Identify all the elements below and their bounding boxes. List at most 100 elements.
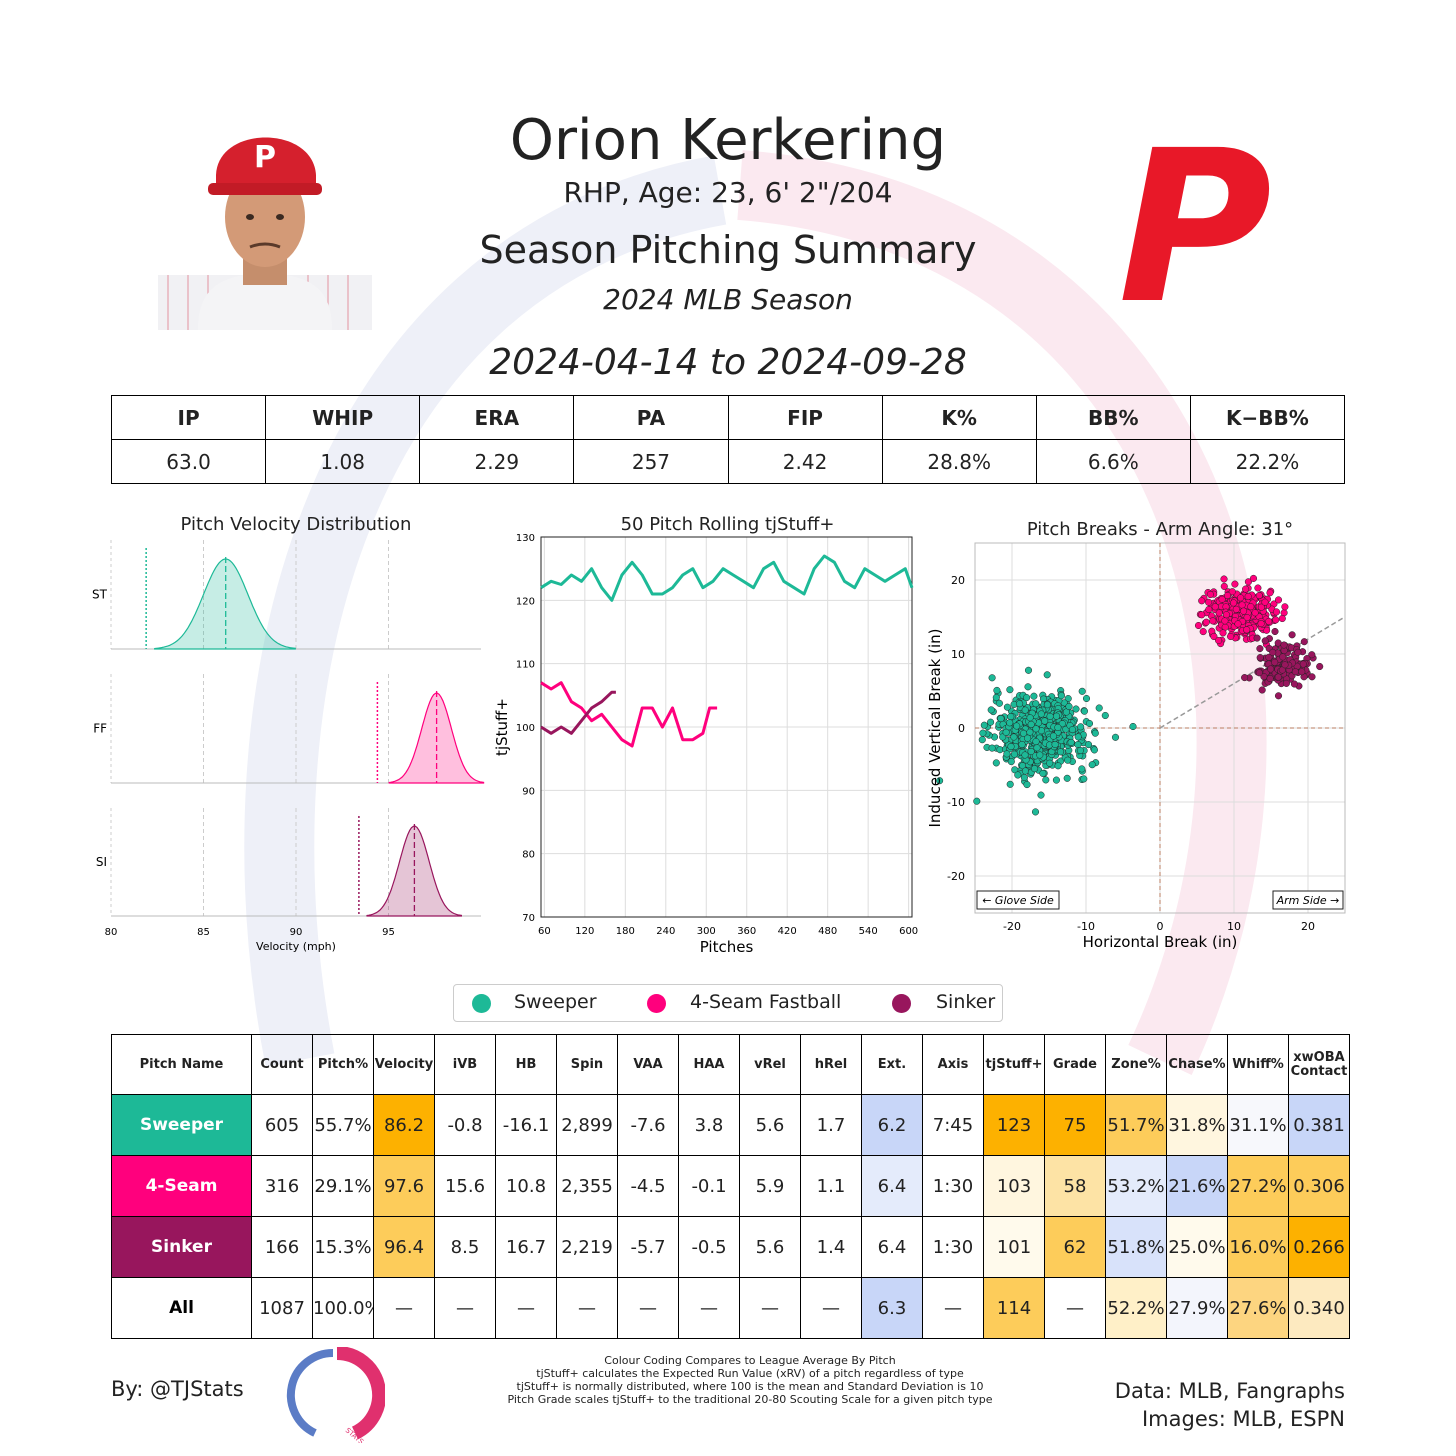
break-point-sinker <box>1269 648 1277 656</box>
break-point-4-seam-fastball <box>1221 617 1229 625</box>
stat-value: 63.0 <box>110 439 267 484</box>
break-point-sweeper <box>1018 740 1026 749</box>
break-point-4-seam-fastball <box>1198 597 1206 605</box>
break-point-sweeper <box>1007 743 1015 751</box>
table-cell: 123 <box>983 1094 1045 1156</box>
break-point-sweeper <box>1020 773 1028 782</box>
break-point-sweeper <box>1010 733 1018 741</box>
table-cell: — <box>800 1277 862 1339</box>
table-cell: 58 <box>1044 1155 1106 1217</box>
break-point-sweeper <box>1010 750 1018 758</box>
break-point-sweeper <box>995 699 1003 707</box>
table-cell: 25.0% <box>1166 1216 1228 1278</box>
date-range: 2024-04-14 to 2024-09-28 <box>489 342 967 383</box>
break-point-sweeper <box>1052 776 1060 784</box>
table-cell: 1:30 <box>922 1155 984 1217</box>
break-point-sweeper <box>1003 750 1011 758</box>
break-point-sweeper <box>1031 808 1040 816</box>
break-point-sinker <box>1265 653 1273 661</box>
column-header: Spin <box>556 1034 618 1095</box>
stat-header: FIP <box>727 395 883 440</box>
column-header: vRel <box>739 1034 801 1095</box>
season-label: 2024 MLB Season <box>603 283 853 316</box>
break-point-sweeper <box>1007 713 1015 721</box>
table-cell: 2,219 <box>556 1216 618 1278</box>
break-point-sweeper <box>1013 722 1021 730</box>
break-point-sweeper <box>1068 726 1077 734</box>
table-cell: 16.0% <box>1227 1216 1289 1278</box>
break-point-sinker <box>1256 654 1264 662</box>
break-point-sweeper <box>1003 703 1011 711</box>
table-cell: 2,899 <box>556 1094 618 1156</box>
rolling-tjstuff-chart: 60 120 180 240 300 360 420 480 540 600 70 80 90 100 11… <box>493 533 918 956</box>
x-tick-label: 600 <box>899 926 918 937</box>
break-point-sweeper <box>1064 756 1072 764</box>
break-point-4-seam-fastball <box>1231 580 1239 588</box>
break-point-sweeper <box>993 686 1001 694</box>
stat-header: K−BB% <box>1189 395 1346 440</box>
break-point-sweeper <box>1042 776 1050 784</box>
table-cell: 97.6 <box>373 1155 435 1217</box>
stat-value: 1.08 <box>265 439 421 484</box>
table-cell: 5.6 <box>739 1216 801 1278</box>
break-point-sweeper <box>988 744 996 752</box>
table-cell: 52.2% <box>1105 1277 1167 1339</box>
pitch-row: Sweeper 605 55.7% 86.2 -0.8 -16.1 2,899 -7.6 3.8… <box>111 1094 1350 1156</box>
stat-value: 257 <box>573 439 729 484</box>
break-point-4-seam-fastball <box>1206 590 1214 599</box>
author-credit: By: @TJStats <box>111 1377 244 1401</box>
arm-angle-line <box>1159 616 1346 729</box>
table-cell: 27.6% <box>1227 1277 1289 1339</box>
break-point-sweeper <box>1023 694 1031 702</box>
break-point-sweeper <box>1014 771 1022 779</box>
x-tick-label: 95 <box>382 927 395 938</box>
table-cell: -5.7 <box>617 1216 679 1278</box>
break-point-sinker <box>1294 648 1302 656</box>
column-header: Grade <box>1044 1034 1106 1095</box>
x-tick-label: 360 <box>737 926 756 937</box>
arm-side-box <box>1272 890 1344 910</box>
table-cell: 166 <box>251 1216 313 1278</box>
break-point-sweeper <box>1082 694 1091 703</box>
x-tick-label: 20 <box>1301 920 1315 933</box>
break-point-sweeper <box>1074 741 1082 749</box>
break-point-sweeper <box>1032 725 1040 733</box>
break-point-sweeper <box>1090 746 1098 754</box>
x-axis-label: Velocity (mph) <box>256 940 336 953</box>
break-point-sweeper <box>1023 781 1031 789</box>
summary-stats-table: IP WHIP ERA PA FIP K% BB% K−BB% 63.0 1.0… <box>110 395 1346 484</box>
column-header: Count <box>251 1034 313 1095</box>
break-point-sinker <box>1258 686 1266 694</box>
table-cell: -0.1 <box>678 1155 740 1217</box>
y-tick-label: -20 <box>947 870 965 883</box>
break-point-sweeper <box>1049 732 1058 740</box>
table-cell: 103 <box>983 1155 1045 1217</box>
break-point-sinker <box>1255 669 1263 677</box>
y-tick-label: 110 <box>516 660 535 671</box>
table-cell: 21.6% <box>1166 1155 1228 1217</box>
table-cell: 53.2% <box>1105 1155 1167 1217</box>
stat-header: WHIP <box>265 395 421 440</box>
break-point-sweeper <box>1024 666 1033 674</box>
break-point-sweeper <box>987 706 995 714</box>
break-point-sweeper <box>988 674 996 682</box>
break-point-sweeper <box>1024 683 1032 691</box>
column-header: HB <box>495 1034 557 1095</box>
break-point-4-seam-fastball <box>1223 591 1232 600</box>
team-logo: P <box>1118 130 1272 320</box>
break-point-4-seam-fastball <box>1254 584 1262 592</box>
stat-header: PA <box>573 395 729 440</box>
table-cell: — <box>434 1277 496 1339</box>
velocity-density-st <box>154 558 296 650</box>
table-cell: -4.5 <box>617 1155 679 1217</box>
break-point-sweeper <box>1032 738 1040 746</box>
stat-value: 28.8% <box>881 439 1037 484</box>
break-point-4-seam-fastball <box>1232 605 1240 613</box>
table-cell: 27.9% <box>1166 1277 1228 1339</box>
break-point-sweeper <box>1027 720 1035 728</box>
break-point-sinker <box>1316 662 1324 671</box>
legend-label-sweeper: Sweeper <box>514 991 597 1013</box>
legend-marker-sinker <box>892 994 911 1013</box>
break-point-4-seam-fastball <box>1244 578 1252 586</box>
stat-value: 6.6% <box>1035 439 1191 484</box>
